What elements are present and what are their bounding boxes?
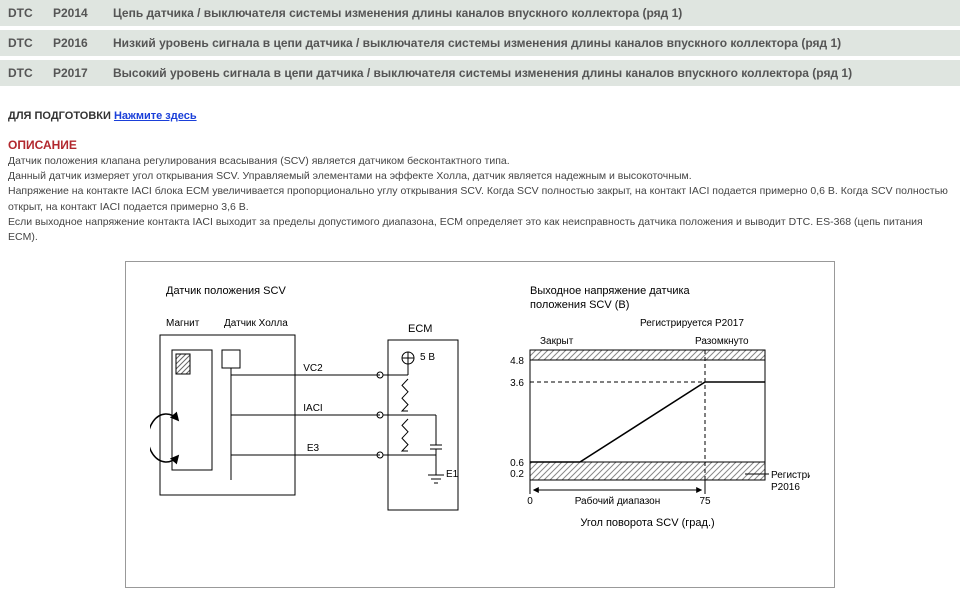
svg-text:Магнит: Магнит	[166, 318, 200, 329]
dtc-label: DTC	[0, 28, 45, 58]
dtc-row: DTCP2016Низкий уровень сигнала в цепи да…	[0, 28, 960, 58]
svg-text:Закрыт: Закрыт	[540, 336, 574, 347]
svg-text:0.6: 0.6	[510, 458, 524, 469]
svg-text:Разомкнуто: Разомкнуто	[695, 336, 749, 347]
svg-text:Регистрируется P2017: Регистрируется P2017	[640, 318, 744, 329]
svg-text:0.2: 0.2	[510, 469, 524, 480]
svg-text:P2016: P2016	[771, 482, 800, 493]
svg-text:0: 0	[527, 496, 533, 507]
prep-label: ДЛЯ ПОДГОТОВКИ	[8, 110, 111, 122]
svg-text:3.6: 3.6	[510, 378, 524, 389]
svg-text:4.8: 4.8	[510, 356, 524, 367]
svg-text:ECM: ECM	[408, 323, 432, 335]
svg-text:IACI: IACI	[303, 403, 322, 414]
dtc-table: DTCP2014Цепь датчика / выключателя систе…	[0, 0, 960, 90]
prep-line: ДЛЯ ПОДГОТОВКИ Нажмите здесь	[0, 90, 960, 126]
svg-text:Регистрируется: Регистрируется	[771, 470, 810, 481]
dtc-desc: Высокий уровень сигнала в цепи датчика /…	[105, 58, 960, 88]
svg-text:Датчик Холла: Датчик Холла	[224, 318, 288, 329]
svg-text:5 В: 5 В	[420, 352, 435, 363]
svg-text:E1: E1	[446, 469, 459, 480]
dtc-row: DTCP2017Высокий уровень сигнала в цепи д…	[0, 58, 960, 88]
svg-text:75: 75	[699, 496, 711, 507]
svg-text:Выходное напряжение датчика: Выходное напряжение датчика	[530, 285, 691, 297]
svg-text:VC2: VC2	[303, 363, 323, 374]
svg-text:Угол поворота SCV (град.): Угол поворота SCV (град.)	[580, 517, 714, 529]
prep-link[interactable]: Нажмите здесь	[114, 110, 197, 122]
dtc-desc: Цепь датчика / выключателя системы измен…	[105, 0, 960, 28]
dtc-row: DTCP2014Цепь датчика / выключателя систе…	[0, 0, 960, 28]
dtc-code: P2017	[45, 58, 105, 88]
dtc-label: DTC	[0, 0, 45, 28]
dtc-label: DTC	[0, 58, 45, 88]
dtc-code: P2014	[45, 0, 105, 28]
figure-wrap: Датчик положения SCV Магнит Датчик Холла VC…	[0, 255, 960, 602]
svg-text:Датчик положения SCV: Датчик положения SCV	[166, 285, 286, 297]
dtc-code: P2016	[45, 28, 105, 58]
description-body: Датчик положения клапана регулирования в…	[0, 154, 960, 255]
dtc-desc: Низкий уровень сигнала в цепи датчика / …	[105, 28, 960, 58]
svg-text:E3: E3	[307, 443, 320, 454]
diagram-svg: Датчик положения SCV Магнит Датчик Холла VC…	[150, 280, 810, 560]
description-title: ОПИСАНИЕ	[0, 126, 960, 154]
svg-text:Рабочий диапазон: Рабочий диапазон	[575, 495, 661, 507]
svg-text:положения SCV (В): положения SCV (В)	[530, 299, 629, 311]
figure: Датчик положения SCV Магнит Датчик Холла VC…	[125, 261, 835, 588]
